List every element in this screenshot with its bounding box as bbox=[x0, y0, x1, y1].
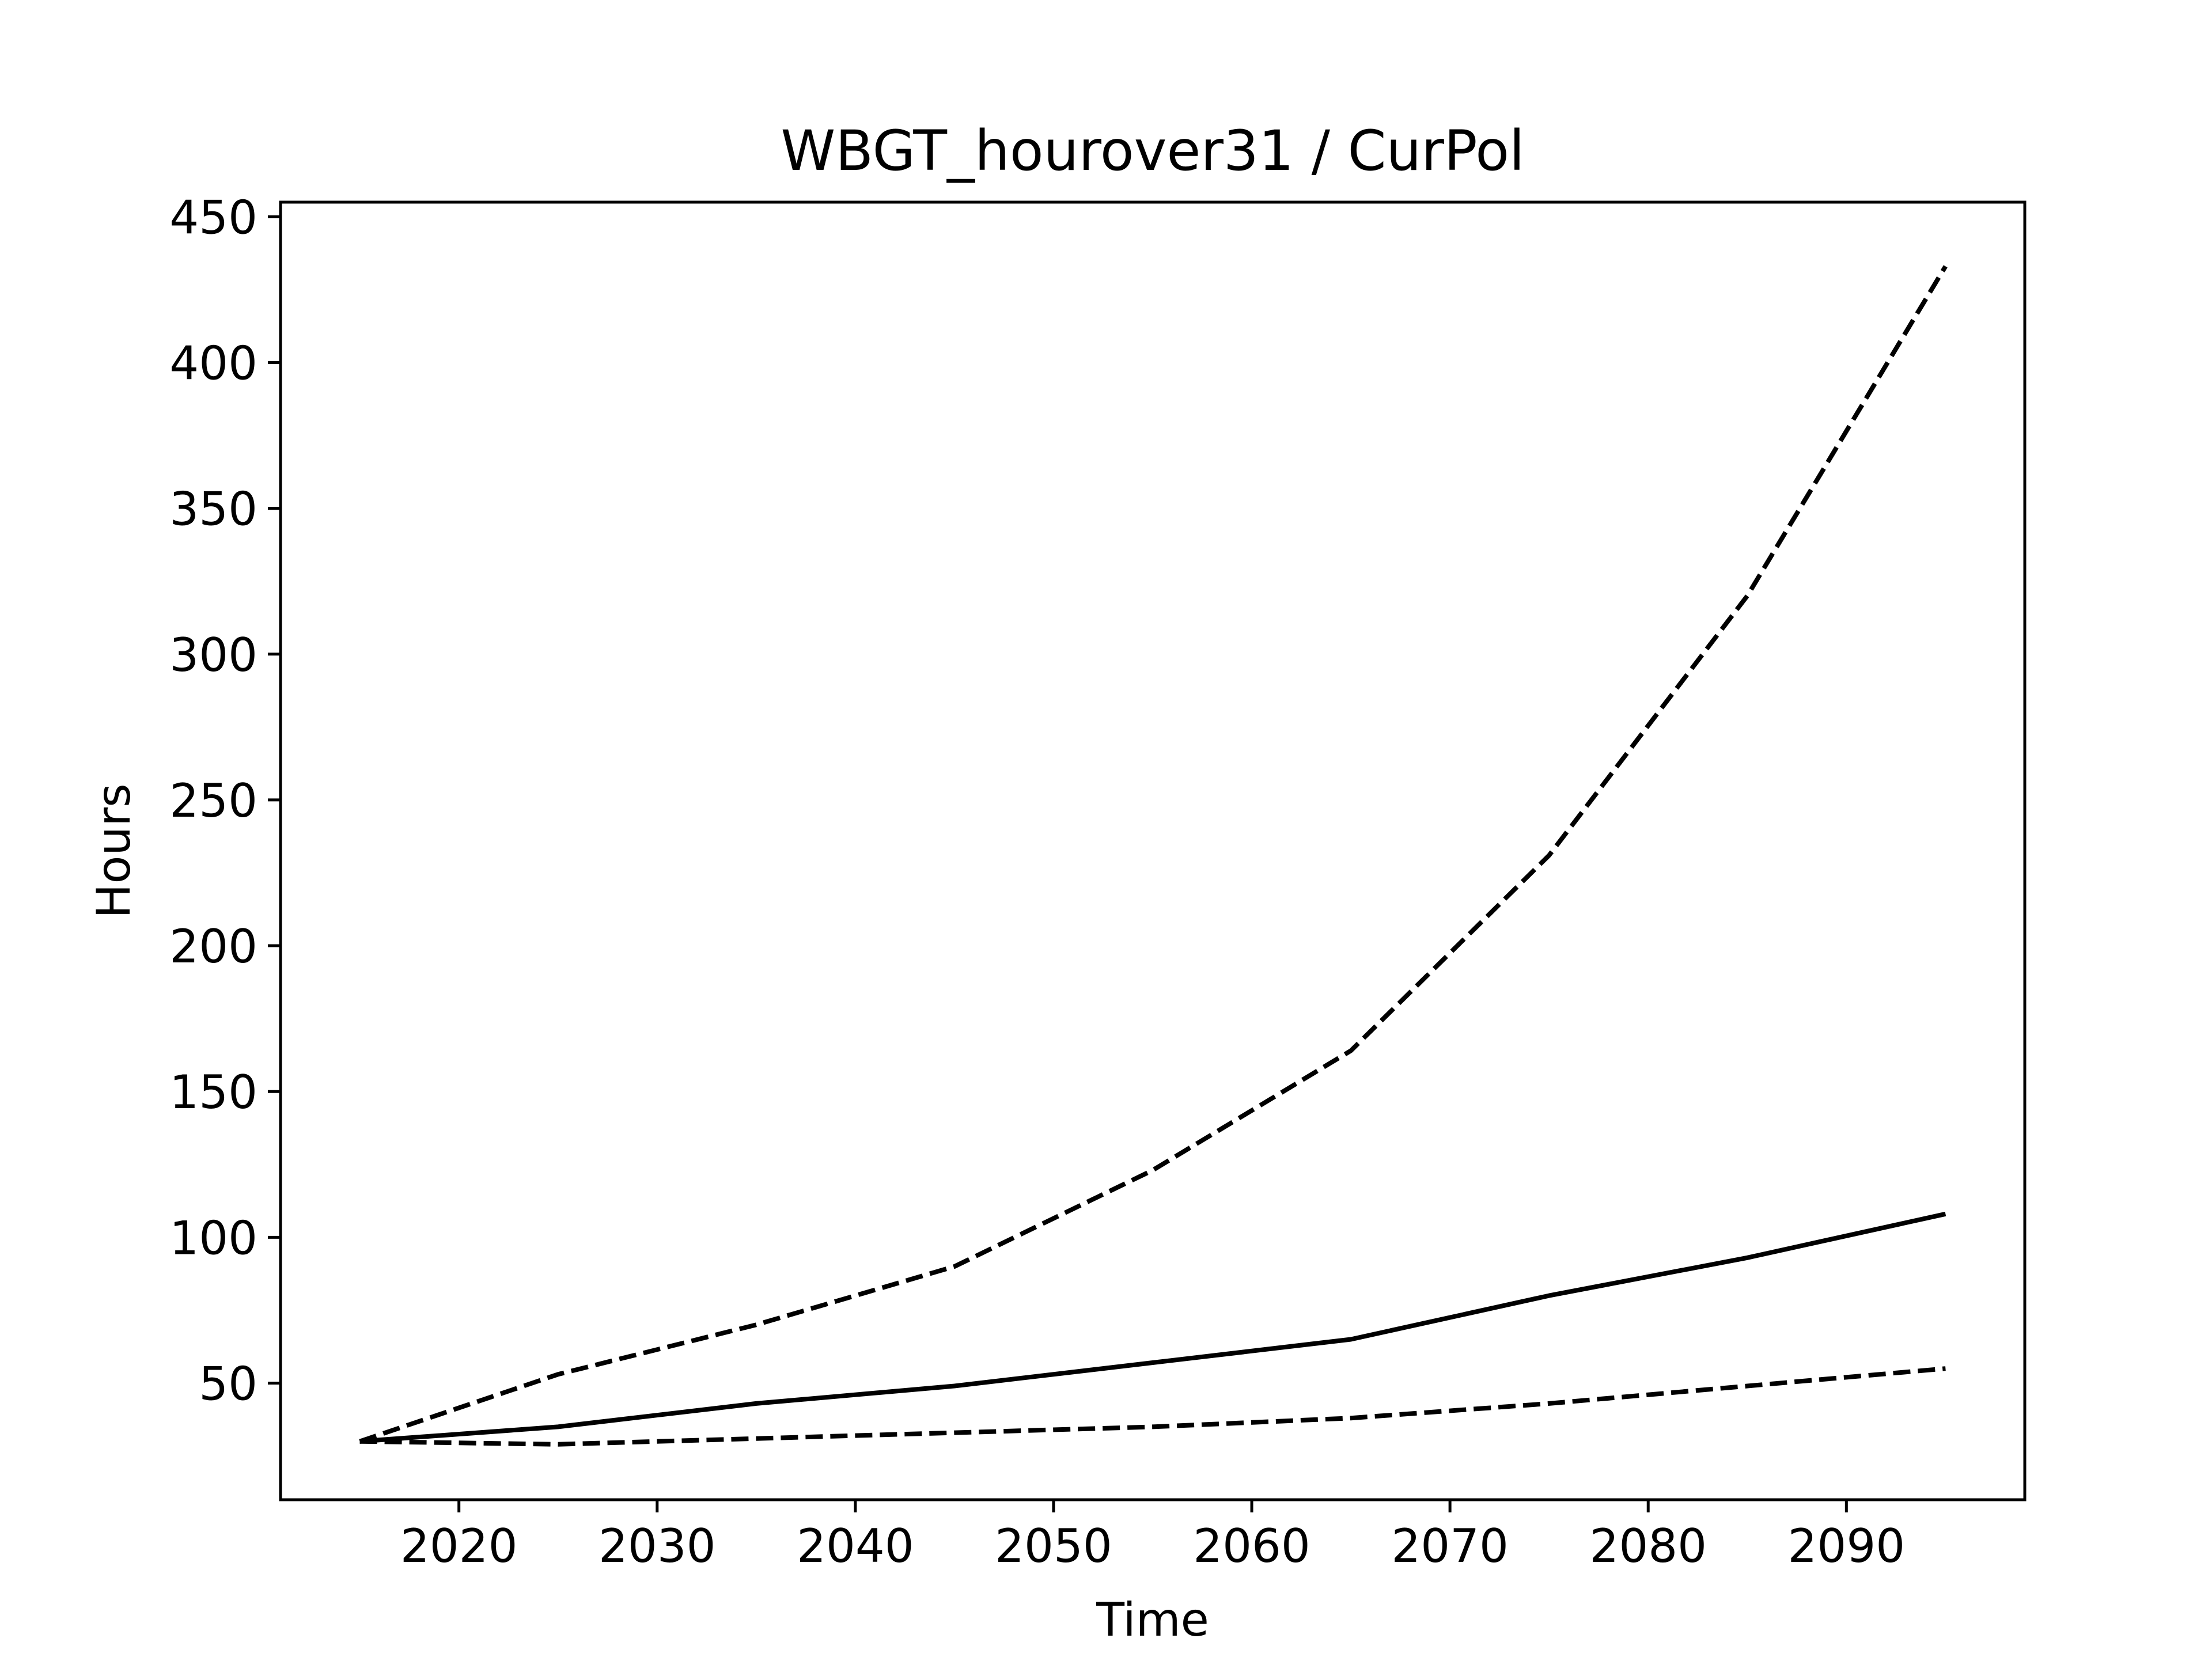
y-tick-label: 150 bbox=[169, 1065, 257, 1119]
x-tick-label: 2050 bbox=[995, 1519, 1112, 1573]
y-tick-label: 200 bbox=[169, 920, 257, 973]
x-tick-label: 2090 bbox=[1788, 1519, 1906, 1573]
x-tick-label: 2030 bbox=[599, 1519, 716, 1573]
y-tick-label: 250 bbox=[169, 774, 257, 828]
axes-frame bbox=[279, 200, 2027, 1501]
x-axis-label: Time bbox=[1096, 1593, 1209, 1647]
y-axis-label: Hours bbox=[87, 783, 141, 918]
x-tick-label: 2060 bbox=[1193, 1519, 1310, 1573]
x-tick-label: 2080 bbox=[1589, 1519, 1707, 1573]
y-tick-label: 400 bbox=[169, 336, 257, 390]
y-tick-label: 450 bbox=[169, 191, 257, 244]
x-tick-label: 2020 bbox=[400, 1519, 518, 1573]
x-tick-label: 2070 bbox=[1391, 1519, 1509, 1573]
y-tick-label: 100 bbox=[169, 1211, 257, 1265]
x-tick-label: 2040 bbox=[797, 1519, 914, 1573]
y-tick-label: 300 bbox=[169, 628, 257, 682]
series-line-2 bbox=[359, 265, 1948, 1444]
series-line-3 bbox=[359, 1366, 1946, 1447]
series-layer bbox=[359, 265, 1948, 1447]
y-tick-label: 350 bbox=[169, 483, 257, 536]
y-axis-ticks: 50 100 150 200 250 300 350 400 450 bbox=[169, 191, 281, 1410]
y-tick-label: 50 bbox=[199, 1357, 257, 1410]
x-axis-ticks: 2020 2030 2040 2050 2060 2070 2080 2090 bbox=[400, 1500, 1905, 1573]
chart-title: WBGT_hourover31 / CurPol bbox=[781, 119, 1524, 183]
series-line-1 bbox=[359, 1211, 1946, 1444]
